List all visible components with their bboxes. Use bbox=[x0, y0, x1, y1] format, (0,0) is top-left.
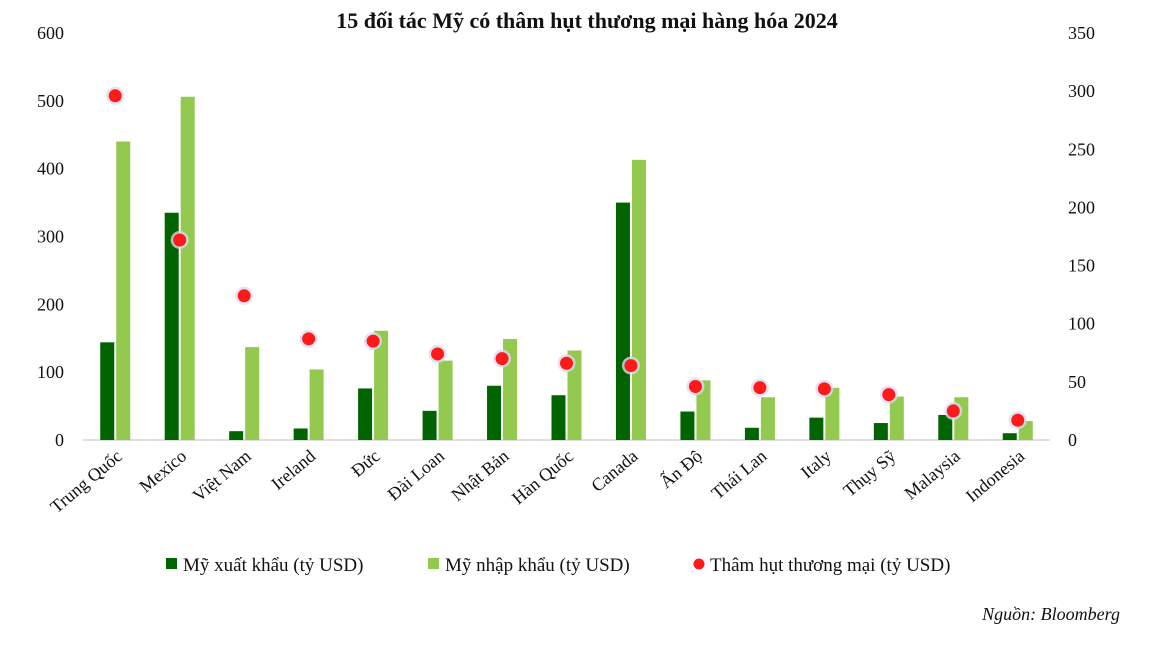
export-bar bbox=[809, 417, 824, 440]
deficit-point bbox=[495, 352, 509, 366]
import-bar bbox=[567, 350, 582, 440]
legend-swatch bbox=[428, 558, 439, 569]
legend-label: Mỹ nhập khẩu (tỷ USD) bbox=[445, 555, 630, 576]
deficit-point bbox=[237, 289, 251, 303]
x-category-label: Ireland bbox=[267, 446, 319, 494]
export-bar bbox=[422, 410, 437, 440]
export-bar bbox=[744, 427, 759, 440]
import-bar bbox=[696, 380, 711, 440]
deficit-point bbox=[688, 380, 702, 394]
y-left-tick-label: 200 bbox=[37, 294, 64, 314]
x-category-label: Thái Lan bbox=[707, 446, 770, 503]
y-left-tick-label: 600 bbox=[37, 23, 64, 43]
y-right-tick-label: 300 bbox=[1068, 81, 1095, 101]
y-right-tick-label: 100 bbox=[1068, 314, 1095, 334]
y-left-tick-label: 300 bbox=[37, 227, 64, 247]
x-category-label: Đức bbox=[347, 446, 383, 481]
legend-swatch bbox=[166, 558, 177, 569]
export-bar bbox=[551, 395, 566, 440]
y-right-tick-label: 50 bbox=[1068, 372, 1086, 392]
deficit-point bbox=[173, 233, 187, 247]
deficit-point bbox=[817, 382, 831, 396]
x-category-label: Hàn Quốc bbox=[508, 446, 577, 509]
y-axis-right: 0 50 100 150 200 250 300 350 bbox=[1068, 23, 1095, 450]
y-left-tick-label: 0 bbox=[55, 430, 64, 450]
export-bar bbox=[1002, 433, 1017, 440]
y-axis-left: 0 100 200 300 400 500 600 bbox=[37, 23, 64, 450]
y-right-tick-label: 0 bbox=[1068, 430, 1077, 450]
y-right-tick-label: 250 bbox=[1068, 139, 1095, 159]
y-right-tick-label: 200 bbox=[1068, 197, 1095, 217]
import-bar bbox=[438, 360, 453, 440]
deficit-point bbox=[624, 359, 638, 373]
y-left-tick-label: 100 bbox=[37, 362, 64, 382]
import-bar bbox=[825, 387, 840, 440]
bars-layer bbox=[100, 96, 1033, 441]
x-category-label: Italy bbox=[797, 446, 835, 483]
export-bar bbox=[615, 202, 630, 440]
deficit-point bbox=[366, 334, 380, 348]
import-bar bbox=[889, 396, 904, 440]
y-left-tick-label: 500 bbox=[37, 91, 64, 111]
x-category-label: Indonesia bbox=[962, 446, 1028, 506]
x-category-label: Nhật Bản bbox=[447, 446, 512, 505]
y-right-tick-label: 150 bbox=[1068, 256, 1095, 276]
export-bar bbox=[680, 411, 695, 440]
x-category-label: Việt Nam bbox=[189, 446, 255, 506]
import-bar bbox=[180, 96, 195, 440]
x-category-label: Mexico bbox=[135, 446, 190, 497]
export-bar bbox=[164, 212, 179, 440]
y-right-tick-label: 350 bbox=[1068, 23, 1095, 43]
legend-label: Thâm hụt thương mại (tỷ USD) bbox=[710, 555, 950, 576]
chart-title: 15 đối tác Mỹ có thâm hụt thương mại hàn… bbox=[336, 8, 837, 33]
deficit-point bbox=[946, 404, 960, 418]
y-left-tick-label: 400 bbox=[37, 159, 64, 179]
source-note: Nguồn: Bloomberg bbox=[981, 604, 1120, 624]
legend-label: Mỹ xuất khẩu (tỷ USD) bbox=[183, 555, 363, 576]
import-bar bbox=[760, 397, 775, 440]
import-bar bbox=[245, 347, 260, 440]
import-bar bbox=[631, 159, 646, 440]
import-bar bbox=[309, 369, 324, 440]
x-category-label: Trung Quốc bbox=[46, 446, 125, 517]
deficit-point bbox=[753, 381, 767, 395]
deficit-point bbox=[431, 347, 445, 361]
import-bar bbox=[374, 330, 389, 440]
deficit-point bbox=[302, 332, 316, 346]
deficit-point bbox=[1011, 413, 1025, 427]
x-category-label: Canada bbox=[587, 446, 641, 496]
x-category-label: Ấn Độ bbox=[655, 445, 706, 492]
import-bar bbox=[116, 141, 131, 441]
legend-marker bbox=[693, 558, 705, 570]
deficit-point bbox=[560, 356, 573, 370]
export-bar bbox=[100, 342, 115, 440]
legend: Mỹ xuất khẩu (tỷ USD) Mỹ nhập khẩu (tỷ US… bbox=[166, 555, 950, 576]
export-bar bbox=[487, 385, 502, 440]
export-bar bbox=[358, 388, 373, 440]
x-category-label: Malaysia bbox=[900, 446, 963, 504]
export-bar bbox=[229, 431, 244, 440]
x-category-label: Đài Loan bbox=[384, 446, 449, 505]
export-bar bbox=[873, 423, 888, 440]
deficit-point bbox=[108, 89, 122, 103]
deficit-point bbox=[882, 388, 896, 402]
x-category-label: Thụy Sỹ bbox=[839, 446, 899, 501]
deficit-points-layer bbox=[106, 86, 1027, 430]
export-bar bbox=[938, 414, 953, 440]
export-bar bbox=[293, 428, 308, 440]
